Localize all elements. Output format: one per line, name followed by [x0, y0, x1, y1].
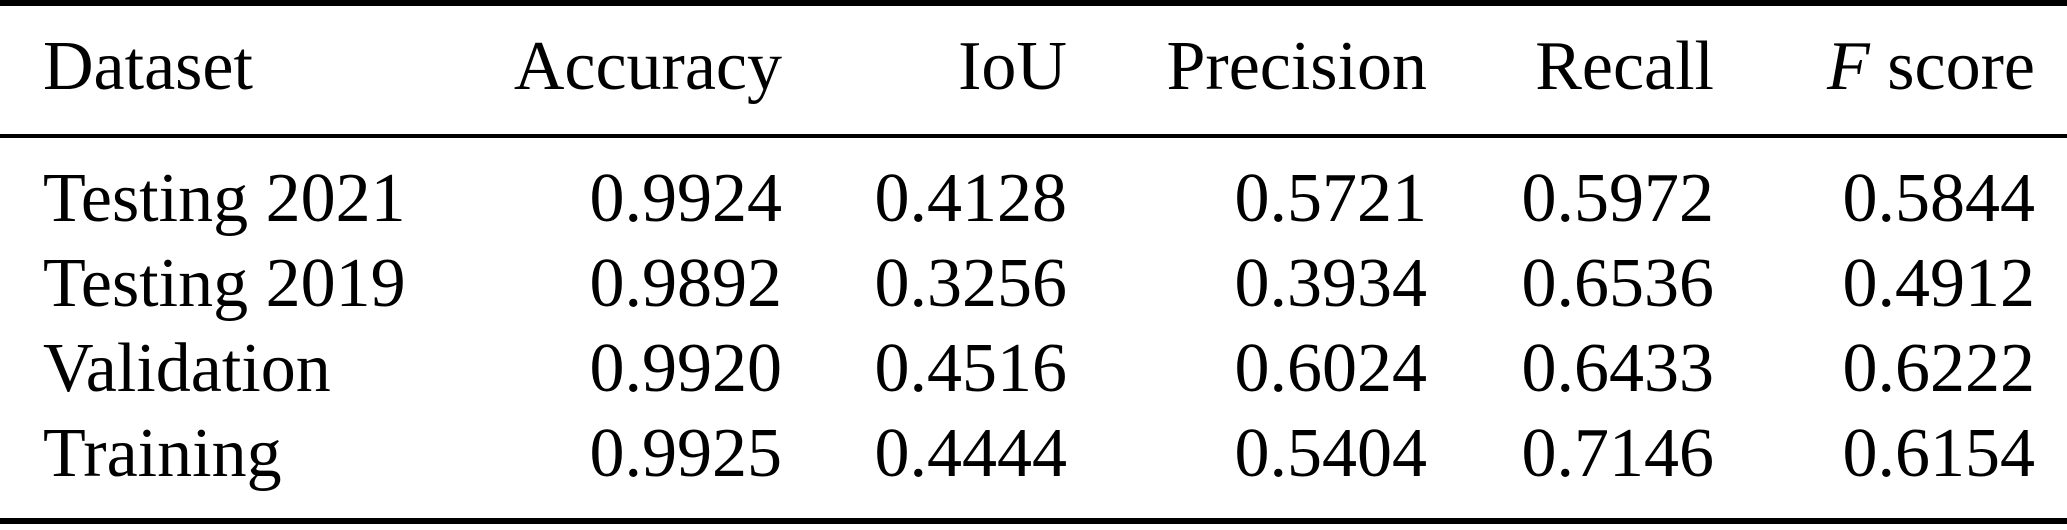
- header-row: Dataset Accuracy IoU Precision Recall F …: [0, 3, 2067, 138]
- table-row: Testing 2019 0.9892 0.3256 0.3934 0.6536…: [0, 241, 2067, 326]
- cell-dataset: Validation: [43, 330, 331, 407]
- cell-accuracy: 0.9920: [589, 330, 783, 407]
- column-header-precision: Precision: [1067, 3, 1427, 138]
- cell-accuracy: 0.9925: [589, 415, 783, 492]
- cell-accuracy: 0.9892: [589, 245, 783, 322]
- column-header-accuracy: Accuracy: [480, 3, 782, 138]
- cell-f-score: 0.6154: [1842, 415, 2036, 492]
- cell-precision: 0.5404: [1234, 415, 1428, 492]
- cell-iou: 0.4128: [874, 160, 1068, 237]
- cell-iou: 0.4444: [874, 415, 1068, 492]
- table-row: Validation 0.9920 0.4516 0.6024 0.6433 0…: [0, 326, 2067, 411]
- cell-f-score: 0.5844: [1842, 160, 2036, 237]
- cell-f-score: 0.4912: [1842, 245, 2036, 322]
- column-header-recall: Recall: [1427, 3, 1714, 138]
- cell-recall: 0.6536: [1521, 245, 1715, 322]
- cell-dataset: Testing 2021: [43, 160, 406, 237]
- cell-recall: 0.5972: [1521, 160, 1715, 237]
- cell-precision: 0.5721: [1234, 160, 1428, 237]
- f-score-symbol: F: [1827, 28, 1870, 105]
- column-header-iou: IoU: [782, 3, 1067, 138]
- cell-precision: 0.6024: [1234, 330, 1428, 407]
- cell-accuracy: 0.9924: [589, 160, 783, 237]
- cell-dataset: Training: [43, 415, 282, 492]
- cell-f-score: 0.6222: [1842, 330, 2036, 407]
- cell-dataset: Testing 2019: [43, 245, 406, 322]
- f-score-rest: score: [1869, 28, 2035, 105]
- table-row: Testing 2021 0.9924 0.4128 0.5721 0.5972…: [0, 136, 2067, 241]
- cell-precision: 0.3934: [1234, 245, 1428, 322]
- cell-recall: 0.6433: [1521, 330, 1715, 407]
- cell-iou: 0.4516: [874, 330, 1068, 407]
- column-header-f-score: F score: [1714, 3, 2067, 138]
- cell-recall: 0.7146: [1521, 415, 1715, 492]
- column-header-dataset: Dataset: [0, 3, 480, 138]
- cell-iou: 0.3256: [874, 245, 1068, 322]
- table-row: Training 0.9925 0.4444 0.5404 0.7146 0.6…: [0, 411, 2067, 521]
